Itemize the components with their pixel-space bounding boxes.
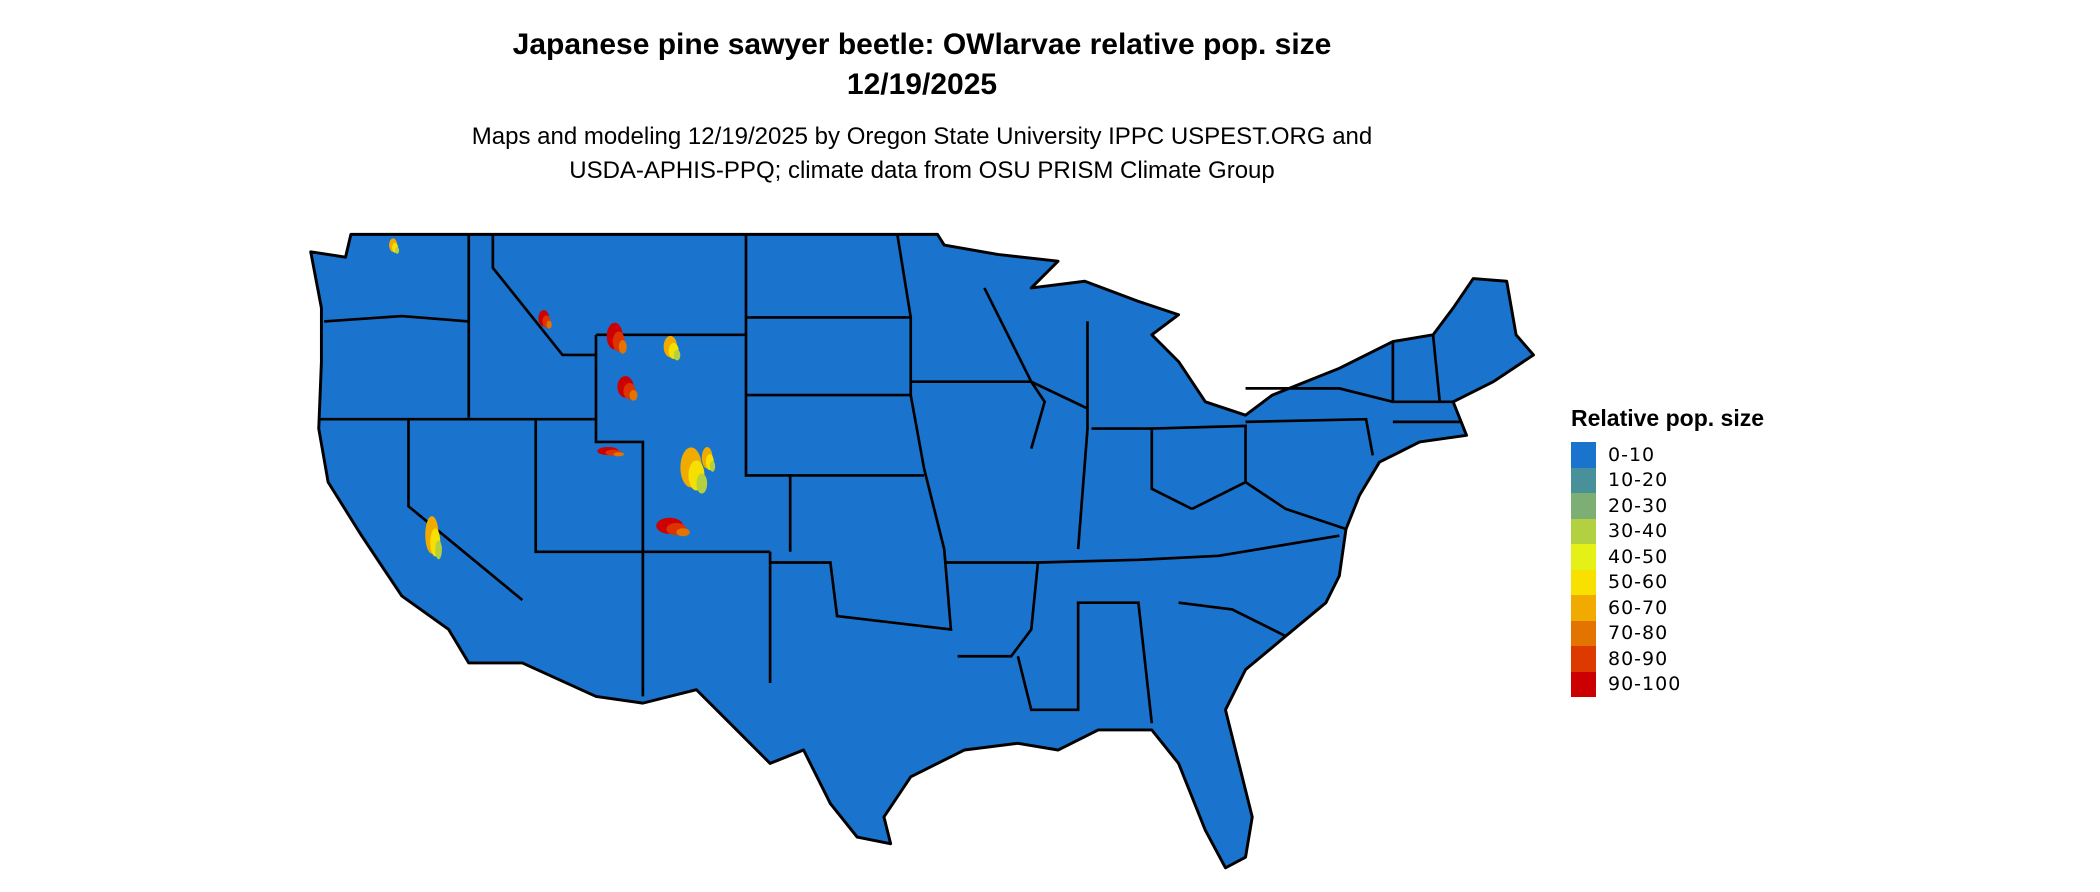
legend-swatch xyxy=(1571,569,1596,595)
legend-item: 10-20 xyxy=(1571,467,1764,493)
legend-label: 80-90 xyxy=(1608,647,1669,670)
hotspot xyxy=(618,340,627,354)
legend-swatch xyxy=(1571,595,1596,621)
legend: Relative pop. size 0-10 10-20 20-30 30-40 40… xyxy=(1571,405,1764,697)
us-outline xyxy=(309,232,1535,870)
legend-label: 50-60 xyxy=(1608,571,1669,594)
legend-item: 0-10 xyxy=(1571,442,1764,468)
state-borders xyxy=(318,234,1460,724)
legend-item: 70-80 xyxy=(1571,620,1764,646)
hotspot xyxy=(395,247,400,254)
hotspot xyxy=(676,528,690,537)
hotspot xyxy=(435,540,442,560)
legend-swatch xyxy=(1571,493,1596,519)
legend-swatch xyxy=(1571,442,1596,468)
hotspot xyxy=(696,473,708,494)
legend-label: 30-40 xyxy=(1608,520,1669,543)
legend-label: 90-100 xyxy=(1608,673,1682,696)
hotspot xyxy=(673,349,681,361)
legend-label: 20-30 xyxy=(1608,494,1669,517)
subtitle-line-2: USDA-APHIS-PPQ; climate data from OSU PR… xyxy=(569,157,1275,184)
legend-swatch xyxy=(1571,467,1596,493)
legend-swatch xyxy=(1571,671,1596,697)
legend-item: 20-30 xyxy=(1571,493,1764,519)
legend-label: 0-10 xyxy=(1608,443,1656,466)
legend-swatch xyxy=(1571,544,1596,570)
hotspot xyxy=(546,320,552,329)
legend-label: 60-70 xyxy=(1608,596,1669,619)
hotspot xyxy=(629,390,638,401)
legend-label: 70-80 xyxy=(1608,622,1669,645)
legend-item: 60-70 xyxy=(1571,595,1764,621)
legend-swatch xyxy=(1571,646,1596,672)
map-date: 12/19/2025 xyxy=(846,68,998,101)
legend-swatch xyxy=(1571,620,1596,646)
legend-title: Relative pop. size xyxy=(1571,405,1765,431)
legend-swatch xyxy=(1571,518,1596,544)
map-title: Japanese pine sawyer beetle: OWlarvae re… xyxy=(512,28,1332,61)
legend-item: 80-90 xyxy=(1571,646,1764,672)
hotspot xyxy=(613,452,625,457)
legend-item: 50-60 xyxy=(1571,569,1764,595)
legend-item: 90-100 xyxy=(1571,671,1764,697)
subtitle-line-1: Maps and modeling 12/19/2025 by Oregon S… xyxy=(471,123,1373,150)
hotspots xyxy=(389,238,716,560)
legend-item: 30-40 xyxy=(1571,518,1764,544)
legend-item: 40-50 xyxy=(1571,544,1764,570)
legend-label: 40-50 xyxy=(1608,545,1669,568)
legend-label: 10-20 xyxy=(1608,469,1669,492)
hotspot xyxy=(709,460,716,472)
